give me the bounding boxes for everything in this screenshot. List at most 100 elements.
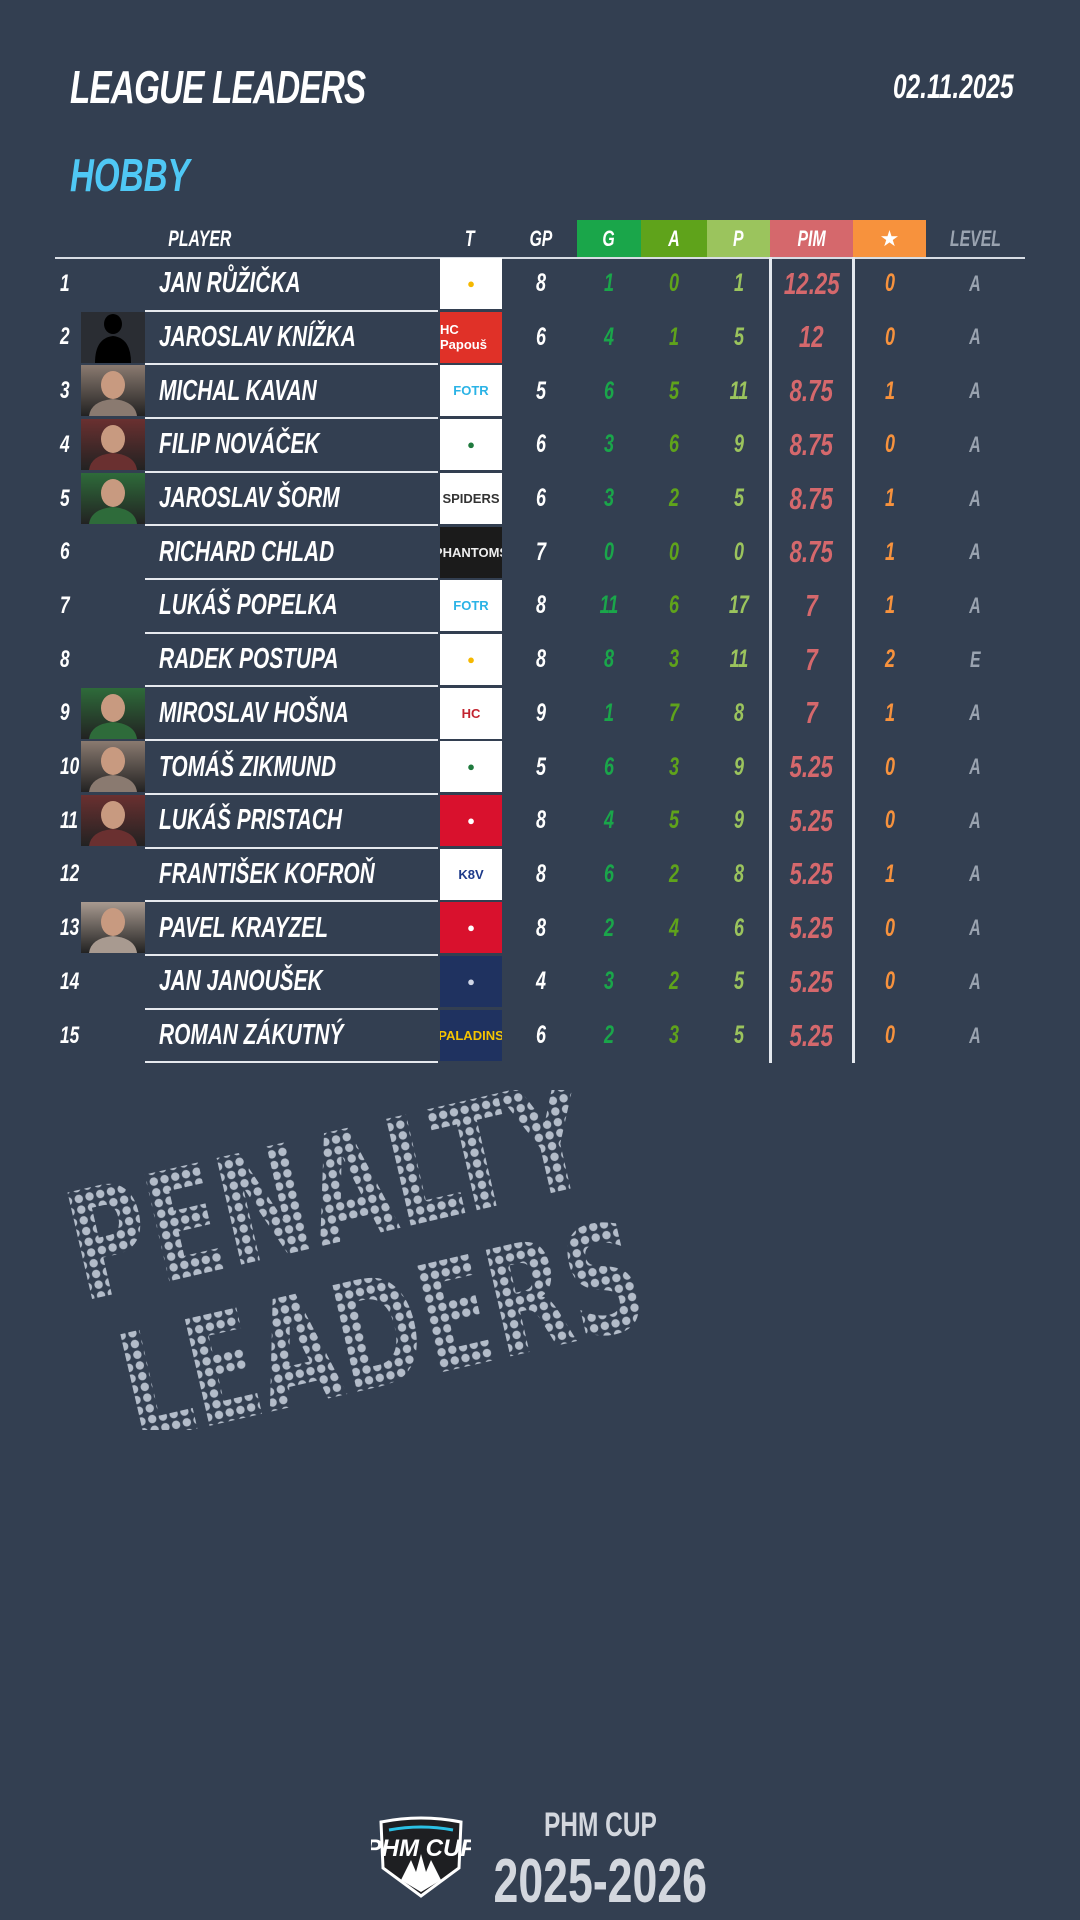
table-row: 13 PAVEL KRAYZEL ● 8 2 4 6 5.25 0 A [0,901,1080,956]
rank: 4 [60,430,70,458]
player-name[interactable]: FRANTIŠEK KOFROŇ [159,857,375,890]
assists: 0 [668,537,680,566]
spiders-logo-icon: SPIDERS [440,472,502,524]
goals: 6 [603,376,615,405]
player-name[interactable]: MIROSLAV HOŠNA [159,696,349,729]
row-divider [145,416,438,419]
row-divider [145,470,438,473]
table-row: 6 RICHARD CHLAD PHANTOMS 7 0 0 0 8.75 1 … [0,526,1080,581]
row-divider [145,363,438,366]
player-name[interactable]: LUKÁŠ PRISTACH [159,804,342,837]
assists: 5 [668,376,680,405]
player-name[interactable]: LUKÁŠ POPELKA [159,589,338,622]
assists: 2 [668,967,680,996]
red-q-logo-icon: ● [440,795,502,846]
green-shield-logo-icon: ● [440,741,502,793]
rank: 12 [60,860,80,888]
points: 9 [733,752,744,781]
pim: 8.75 [789,480,834,516]
rank: 6 [60,538,70,566]
row-divider [145,846,438,849]
table-row: 9 MIROSLAV HOŠNA HC 9 1 7 8 7 1 A [0,687,1080,742]
points: 0 [733,537,744,566]
rank: 13 [60,914,80,942]
pim-divider-left [769,257,772,1063]
points: 5 [733,967,744,996]
goals: 3 [603,430,615,459]
level: A [969,270,981,296]
pim: 12.25 [783,265,840,301]
level: E [969,646,981,672]
level: A [969,539,981,565]
level: A [969,700,981,726]
table-row: 3 MICHAL KAVAN FOTR 5 6 5 11 8.75 1 A [0,364,1080,419]
table-row: 2 JAROSLAV KNÍŽKA HC Papouš 6 4 1 5 12 0… [0,311,1080,366]
stars: 2 [884,645,895,674]
goals: 0 [603,537,615,566]
level: A [969,754,981,780]
player-name[interactable]: FILIP NOVÁČEK [159,428,320,461]
pim: 7 [805,695,818,731]
pim: 5.25 [789,749,834,785]
row-divider [145,792,438,795]
stars: 0 [884,1021,895,1050]
stars: 0 [884,269,895,298]
row-divider [145,739,438,742]
phm-cup-logo: PHM CUP [371,1816,471,1898]
player-name[interactable]: JAN JANOUŠEK [159,965,323,998]
player-name[interactable]: PAVEL KRAYZEL [159,911,328,944]
gp: 6 [535,322,547,351]
row-divider [145,900,438,903]
player-name[interactable]: JAN RŮŽIČKA [159,267,301,300]
stars: 0 [884,913,895,942]
points: 5 [733,1021,744,1050]
pim: 5.25 [789,910,834,946]
assists: 0 [668,269,680,298]
logo-text: PHM CUP [371,1835,471,1862]
col-level: LEVEL [949,225,1001,251]
player-name[interactable]: JAROSLAV KNÍŽKA [159,320,356,353]
points: 5 [733,322,744,351]
col-pim: PIM [770,220,853,257]
player-photo [81,741,145,793]
level: A [969,485,981,511]
col-team: T [465,225,475,251]
stars: 1 [884,537,895,566]
stars: 0 [884,322,895,351]
player-name[interactable]: MICHAL KAVAN [159,374,317,407]
table-row: 4 FILIP NOVÁČEK ● 6 3 6 9 8.75 0 A [0,418,1080,473]
assists: 3 [668,752,680,781]
player-name[interactable]: ROMAN ZÁKUTNÝ [159,1019,344,1052]
gp: 6 [535,484,547,513]
rank: 11 [60,806,78,834]
player-name[interactable]: RICHARD CHLAD [159,535,335,568]
stars: 1 [884,859,895,888]
points: 6 [733,913,744,942]
table-row: 7 LUKÁŠ POPELKA FOTR 8 11 6 17 7 1 A [0,579,1080,634]
pim: 5.25 [789,802,834,838]
assists: 6 [668,591,680,620]
pim: 5.25 [789,963,834,999]
goals: 3 [603,484,615,513]
pim: 8.75 [789,373,834,409]
stars: 1 [884,698,895,727]
date: 02.11.2025 [893,68,1014,106]
pim-divider-right [852,257,855,1063]
level: A [969,324,981,350]
goals: 1 [603,698,615,727]
hc-logo-icon: HC [440,687,502,739]
penalty-leaders-banner: PENALTY LEADERS [51,1090,650,1430]
player-name[interactable]: JAROSLAV ŠORM [159,482,340,515]
header-divider [55,257,1025,259]
gp: 8 [535,859,547,888]
goals: 11 [599,591,619,620]
player-name[interactable]: TOMÁŠ ZIKMUND [159,750,337,783]
points: 8 [733,859,744,888]
goals: 2 [603,913,615,942]
gp: 8 [535,913,547,942]
pim: 12 [799,319,824,355]
points: 9 [733,806,744,835]
pim: 7 [805,641,818,677]
gp: 9 [535,698,547,727]
player-name[interactable]: RADEK POSTUPA [159,643,339,676]
